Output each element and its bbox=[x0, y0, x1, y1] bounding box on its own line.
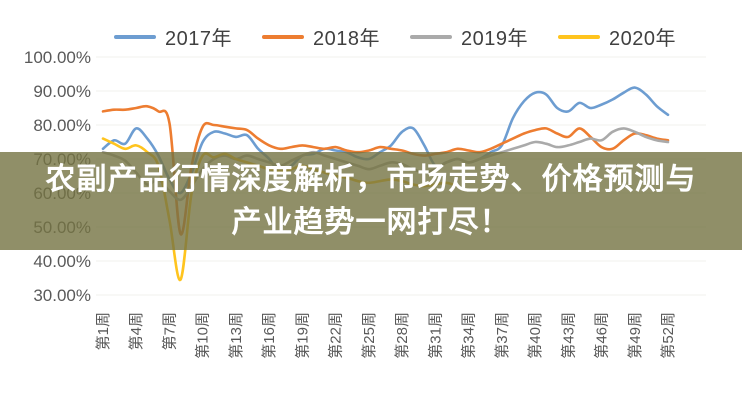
x-axis-tick-label: 第40周 bbox=[526, 312, 544, 359]
y-axis-tick-label: 40.00% bbox=[33, 252, 91, 271]
x-axis-tick-label: 第13周 bbox=[227, 312, 245, 359]
banner-title-line1: 农副产品行情深度解析，市场走势、价格预测与 bbox=[45, 163, 697, 196]
x-axis-tick-label: 第22周 bbox=[327, 312, 345, 359]
legend-item-2018: 2018年 bbox=[262, 22, 380, 51]
x-axis-tick-label: 第46周 bbox=[593, 312, 611, 359]
x-axis-tick-label: 第52周 bbox=[659, 312, 677, 359]
legend-item-2020: 2020年 bbox=[558, 22, 676, 51]
legend-swatch-2018-line-icon bbox=[262, 34, 304, 39]
x-axis-tick-label: 第10周 bbox=[194, 312, 212, 359]
x-axis-tick-label: 第28周 bbox=[393, 312, 411, 359]
x-axis-tick-label: 第1周 bbox=[94, 312, 112, 350]
x-axis-tick-label: 第37周 bbox=[493, 312, 511, 359]
x-axis-tick-label: 第19周 bbox=[293, 312, 311, 359]
x-axis-tick-label: 第49周 bbox=[626, 312, 644, 359]
legend-swatch-2019-line-icon bbox=[410, 34, 452, 39]
legend-swatch-2020-line-icon bbox=[558, 34, 600, 39]
x-axis-tick-label: 第34周 bbox=[460, 312, 478, 359]
title-banner: 农副产品行情深度解析，市场走势、价格预测与 产业趋势一网打尽！ bbox=[0, 152, 742, 250]
chart-legend: 2017年 2018年 2019年 2020年 bbox=[0, 22, 742, 51]
x-axis-tick-label: 第7周 bbox=[161, 312, 179, 350]
y-axis-tick-label: 100.00% bbox=[24, 48, 91, 67]
x-axis-tick-label: 第43周 bbox=[559, 312, 577, 359]
x-axis-tick-label: 第4周 bbox=[127, 312, 145, 350]
legend-label-2020: 2020年 bbox=[609, 28, 676, 50]
legend-item-2017: 2017年 bbox=[114, 22, 232, 51]
x-axis-tick-label: 第31周 bbox=[426, 312, 444, 359]
x-axis-tick-label: 第16周 bbox=[260, 312, 278, 359]
legend-label-2019: 2019年 bbox=[461, 28, 528, 50]
y-axis-tick-label: 80.00% bbox=[33, 116, 91, 135]
x-axis-tick-label: 第25周 bbox=[360, 312, 378, 359]
legend-item-2019: 2019年 bbox=[410, 22, 528, 51]
y-axis-tick-label: 90.00% bbox=[33, 82, 91, 101]
y-axis-tick-label: 30.00% bbox=[33, 286, 91, 305]
legend-swatch-2017-line-icon bbox=[114, 34, 156, 39]
legend-label-2017: 2017年 bbox=[165, 28, 232, 50]
banner-title-line2: 产业趋势一网打尽！ bbox=[231, 206, 511, 239]
legend-label-2018: 2018年 bbox=[313, 28, 380, 50]
